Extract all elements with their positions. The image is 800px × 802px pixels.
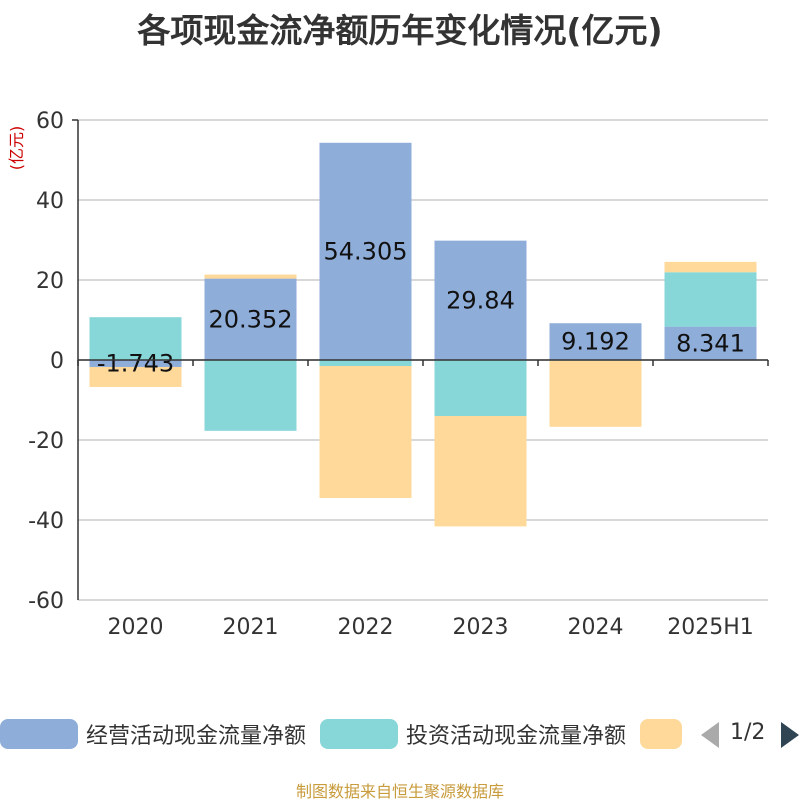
x-tick-label: 2023 <box>453 615 509 640</box>
data-label-operating: 20.352 <box>209 305 293 333</box>
x-tick-label: 2024 <box>568 615 624 640</box>
legend-swatch-operating <box>0 719 78 749</box>
x-tick-label: 2025H1 <box>667 615 754 640</box>
x-tick-label: 2022 <box>338 615 394 640</box>
bar-financing-2022 <box>319 366 412 498</box>
x-tick-label: 2021 <box>223 615 279 640</box>
y-tick-label: -20 <box>28 429 64 454</box>
chart-plot: 60 40 20 0 -20 -40 -60 (亿元) -1.743 20.352 54.305 29… <box>7 109 769 640</box>
data-label-operating: 29.84 <box>446 286 515 314</box>
bar-financing-2025H1 <box>664 261 757 273</box>
legend: 经营活动现金流量净额 投资活动现金流量净额 <box>0 714 800 754</box>
legend-swatch-financing <box>640 719 682 749</box>
bar-investing-2021 <box>204 360 297 431</box>
legend-page-indicator: 1/2 <box>730 720 766 745</box>
data-label-operating: 54.305 <box>324 237 408 265</box>
y-tick-label: 40 <box>36 189 64 214</box>
legend-prev-page-arrow-icon[interactable] <box>701 722 719 748</box>
bar-operating-2024 <box>549 323 642 360</box>
bar-investing-2022 <box>319 360 412 366</box>
y-tick-label: -40 <box>28 509 64 534</box>
bar-financing-2021 <box>204 274 297 279</box>
bar-financing-2023 <box>434 416 527 527</box>
legend-next-page-arrow-icon[interactable] <box>781 722 799 748</box>
y-tick-label: 0 <box>50 349 64 374</box>
chart-title: 各项现金流净额历年变化情况(亿元) <box>137 11 663 50</box>
source-note: 制图数据来自恒生聚源数据库 <box>295 782 504 801</box>
data-label-operating: 9.192 <box>561 328 630 356</box>
legend-swatch-investing <box>320 719 398 749</box>
y-tick-label: 60 <box>36 109 64 134</box>
data-label-operating: -1.743 <box>97 349 174 377</box>
bar-operating-2020 <box>89 360 182 367</box>
legend-item-financing[interactable] <box>640 714 690 754</box>
legend-item-investing[interactable]: 投资活动现金流量净额 <box>320 714 626 754</box>
bar-financing-2020 <box>89 366 182 387</box>
y-tick-label: 20 <box>36 269 64 294</box>
legend-item-operating[interactable]: 经营活动现金流量净额 <box>0 714 306 754</box>
legend-label-investing: 投资活动现金流量净额 <box>406 724 627 749</box>
y-tick-label: -60 <box>28 589 64 614</box>
bar-financing-2024 <box>549 360 642 427</box>
bar-operating-2022 <box>319 142 412 360</box>
bar-operating-2021 <box>204 278 297 360</box>
x-tick-label: 2020 <box>108 615 164 640</box>
data-label-operating: 8.341 <box>676 329 745 357</box>
bar-investing-2023 <box>434 360 527 416</box>
bar-operating-2023 <box>434 240 527 360</box>
bar-investing-2020 <box>89 317 182 360</box>
y-axis-unit-label: (亿元) <box>7 126 26 171</box>
bar-operating-2025H1 <box>664 326 757 360</box>
bar-investing-2025H1 <box>664 272 757 327</box>
legend-label-operating: 经营活动现金流量净额 <box>86 724 307 749</box>
